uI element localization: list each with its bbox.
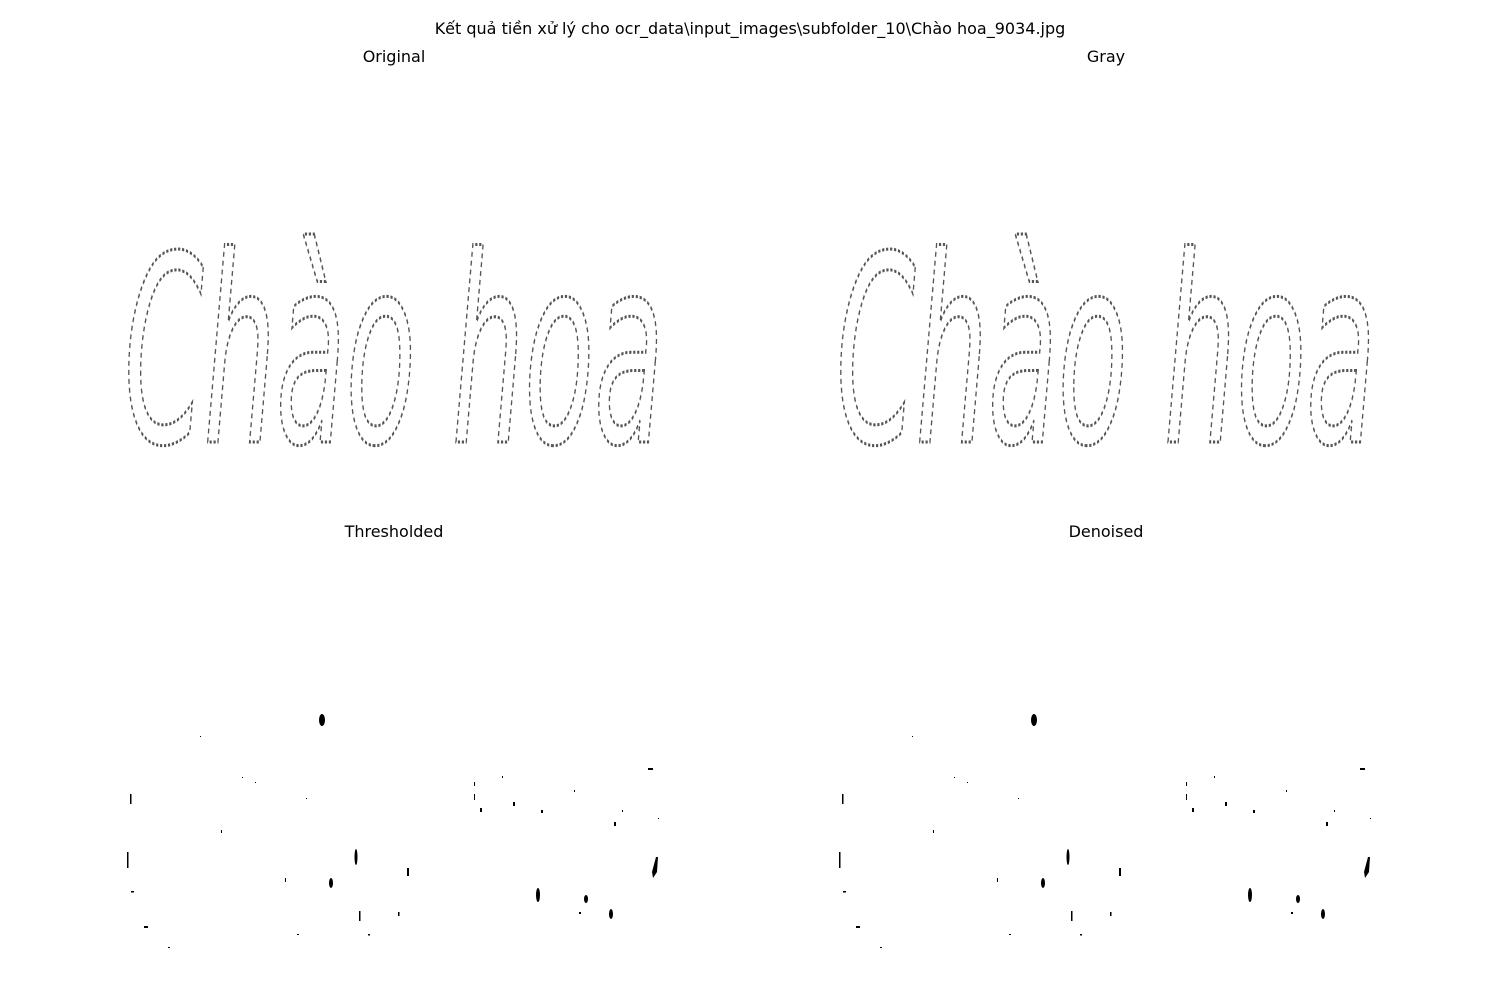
speck bbox=[843, 891, 846, 893]
speck bbox=[954, 777, 955, 778]
speck bbox=[1296, 895, 1300, 903]
speck bbox=[1018, 798, 1019, 799]
speck bbox=[474, 794, 475, 800]
speck bbox=[398, 912, 400, 916]
handwritten-word-gray: Chào hoa bbox=[836, 202, 1376, 504]
speck bbox=[255, 782, 256, 783]
speck bbox=[480, 808, 482, 812]
speck bbox=[1370, 818, 1371, 819]
speck bbox=[1110, 912, 1112, 916]
speck bbox=[967, 782, 968, 783]
denoised-panel: Denoised bbox=[832, 522, 1380, 992]
speck bbox=[839, 852, 841, 868]
speck bbox=[513, 802, 515, 806]
figure-title: Kết quả tiền xử lý cho ocr_data\input_im… bbox=[434, 19, 1066, 38]
original-panel-title: Original bbox=[362, 47, 426, 66]
speck bbox=[1066, 849, 1070, 865]
speck bbox=[1360, 768, 1365, 770]
gray-panel-title: Gray bbox=[1086, 47, 1126, 66]
speck bbox=[1031, 714, 1037, 726]
speck bbox=[1321, 909, 1325, 919]
speck bbox=[285, 878, 286, 882]
speck bbox=[648, 768, 653, 770]
speck bbox=[1334, 810, 1335, 812]
denoised-panel-title: Denoised bbox=[1068, 522, 1144, 541]
speck bbox=[1364, 857, 1370, 878]
speck bbox=[912, 736, 913, 737]
speck bbox=[221, 830, 222, 833]
speck bbox=[1326, 822, 1328, 826]
speck bbox=[614, 822, 616, 826]
speck bbox=[127, 852, 129, 868]
original-image: Chào hoa bbox=[120, 177, 668, 517]
speck bbox=[856, 926, 860, 928]
speck bbox=[584, 895, 588, 903]
speck bbox=[1119, 868, 1121, 876]
denoised-image bbox=[832, 702, 1380, 952]
speck bbox=[144, 926, 148, 928]
speck bbox=[1041, 878, 1045, 888]
speck bbox=[368, 934, 370, 936]
speck bbox=[1186, 782, 1187, 786]
speck bbox=[502, 776, 503, 778]
speck bbox=[1214, 776, 1215, 778]
speck bbox=[1192, 808, 1194, 812]
gray-image: Chào hoa bbox=[832, 177, 1380, 517]
gray-panel: Gray Chào hoa bbox=[832, 47, 1380, 517]
speck bbox=[297, 934, 299, 935]
thresholded-panel-title: Thresholded bbox=[344, 522, 444, 541]
speck bbox=[1248, 888, 1252, 902]
speck bbox=[622, 810, 623, 812]
speck bbox=[168, 947, 170, 948]
speck bbox=[200, 736, 201, 737]
speck bbox=[1291, 912, 1293, 914]
speck bbox=[880, 947, 882, 948]
speck bbox=[329, 878, 333, 888]
speck bbox=[842, 794, 844, 804]
speck bbox=[354, 849, 358, 865]
speck bbox=[131, 891, 134, 893]
speck bbox=[130, 794, 132, 804]
speck bbox=[579, 912, 581, 914]
speck bbox=[474, 782, 475, 786]
speck bbox=[536, 888, 540, 902]
handwritten-word-original: Chào hoa bbox=[124, 202, 664, 504]
speck bbox=[609, 909, 613, 919]
original-panel: Original Chào hoa bbox=[120, 47, 668, 517]
speck bbox=[658, 818, 659, 819]
speck bbox=[1009, 934, 1011, 935]
speck bbox=[1071, 911, 1073, 921]
speck bbox=[359, 911, 361, 921]
speck bbox=[1225, 802, 1227, 806]
speck bbox=[306, 798, 307, 799]
speck bbox=[652, 857, 658, 878]
speck bbox=[997, 878, 998, 882]
speck bbox=[319, 714, 325, 726]
speck bbox=[933, 830, 934, 833]
speck bbox=[1253, 810, 1255, 813]
speck bbox=[1186, 794, 1187, 800]
speck bbox=[407, 868, 409, 876]
speck bbox=[1080, 934, 1082, 936]
speck bbox=[574, 790, 575, 792]
speck bbox=[242, 777, 243, 778]
thresholded-image bbox=[120, 702, 668, 952]
thresholded-panel: Thresholded bbox=[120, 522, 668, 992]
speck bbox=[1286, 790, 1287, 792]
speck bbox=[541, 810, 543, 813]
